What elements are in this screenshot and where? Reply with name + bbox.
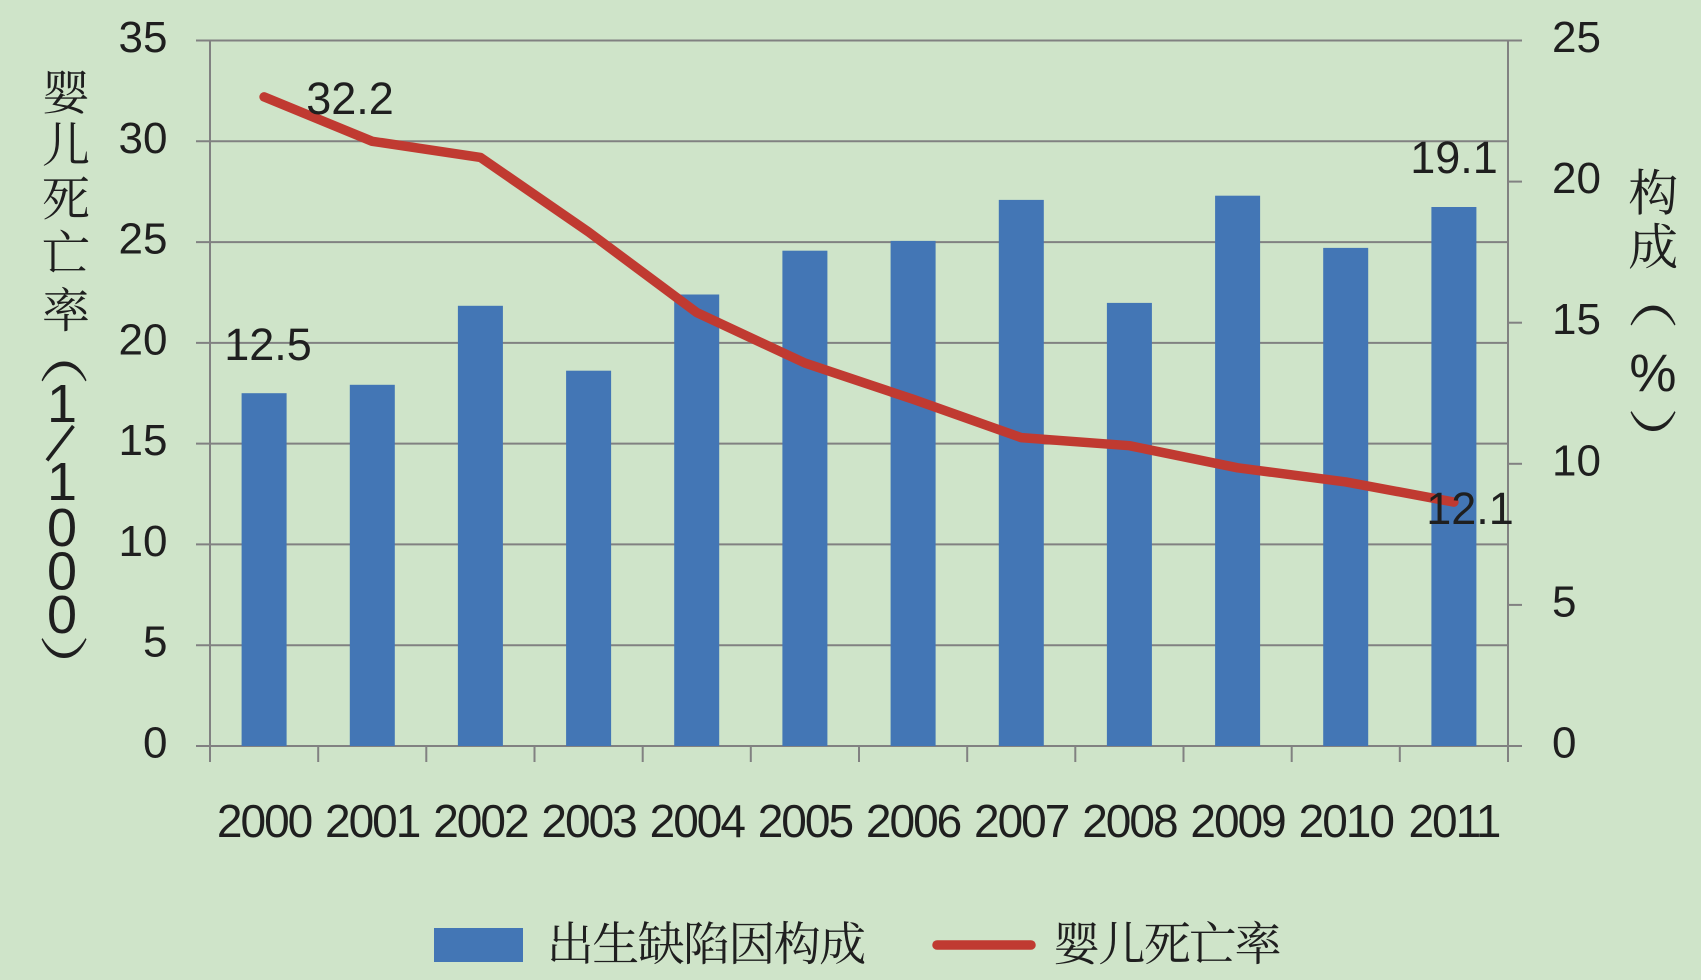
svg-text:19.1: 19.1 (1410, 132, 1498, 183)
svg-text:2011: 2011 (1408, 795, 1499, 847)
svg-text:2007: 2007 (974, 795, 1069, 847)
svg-text:2009: 2009 (1190, 795, 1285, 847)
svg-text:25: 25 (1552, 13, 1601, 62)
svg-text:%: % (1629, 344, 1676, 403)
svg-text:12.5: 12.5 (224, 319, 312, 370)
svg-text:35: 35 (119, 13, 168, 62)
svg-text:2006: 2006 (866, 795, 961, 847)
svg-text:5: 5 (1552, 577, 1576, 626)
svg-text:5: 5 (143, 618, 167, 667)
svg-text:32.2: 32.2 (306, 73, 394, 124)
svg-text:0: 0 (143, 719, 167, 768)
svg-text:25: 25 (119, 215, 168, 264)
svg-text:1: 1 (47, 452, 77, 512)
svg-text:2008: 2008 (1082, 795, 1177, 847)
svg-text:0: 0 (47, 542, 77, 602)
svg-text:2000: 2000 (217, 795, 312, 847)
svg-text:0: 0 (47, 498, 77, 558)
svg-text:30: 30 (119, 114, 168, 163)
svg-text:10: 10 (1552, 436, 1601, 485)
svg-text:2004: 2004 (650, 795, 746, 847)
svg-text:1: 1 (47, 374, 77, 434)
svg-text:0: 0 (47, 585, 77, 645)
svg-text:2002: 2002 (433, 795, 528, 847)
svg-text:15: 15 (1552, 295, 1601, 344)
svg-text:2010: 2010 (1299, 795, 1394, 847)
svg-text:2005: 2005 (758, 795, 853, 847)
svg-text:2001: 2001 (325, 795, 420, 847)
svg-text:2003: 2003 (541, 795, 636, 847)
svg-text:20: 20 (1552, 154, 1601, 203)
svg-text:0: 0 (1552, 719, 1576, 768)
svg-text:12.1: 12.1 (1426, 483, 1514, 534)
svg-text:20: 20 (119, 315, 168, 364)
svg-text:10: 10 (119, 517, 168, 566)
svg-text:15: 15 (119, 416, 168, 465)
